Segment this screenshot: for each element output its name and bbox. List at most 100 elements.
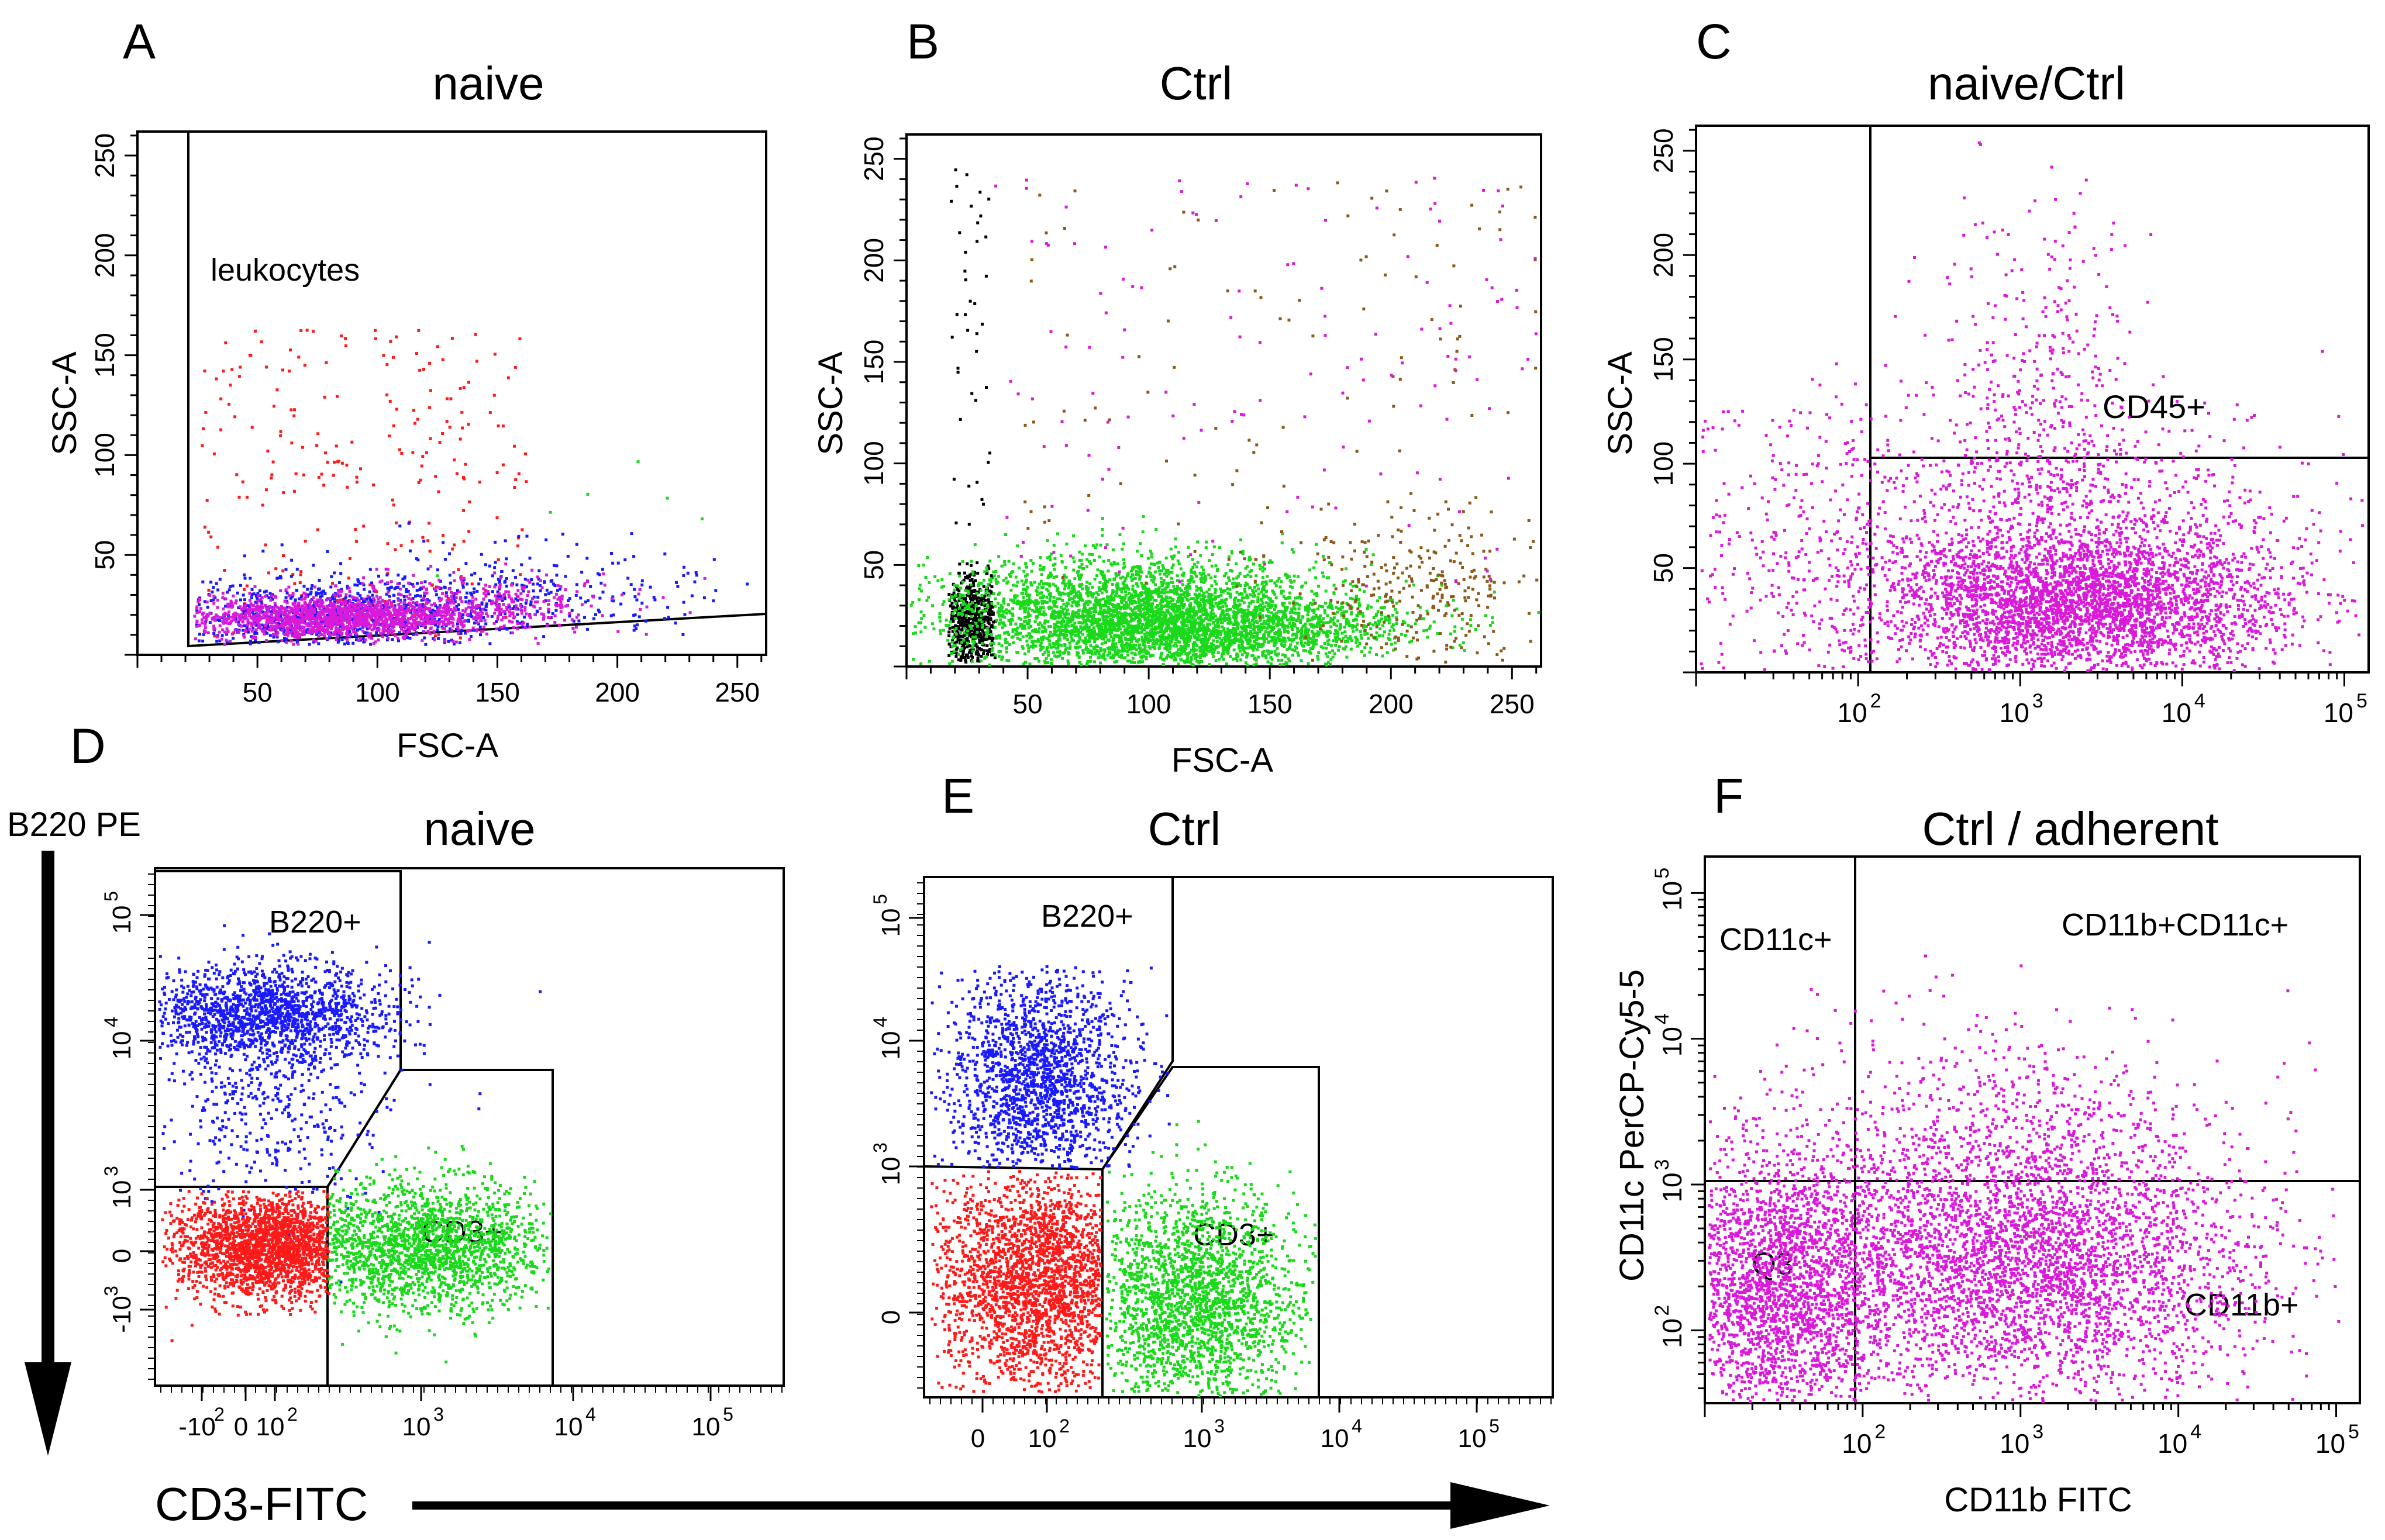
panel-a-point-magenta bbox=[545, 624, 549, 627]
panel-b-point-black bbox=[972, 626, 976, 630]
panel-letter-f: F bbox=[1714, 768, 1743, 823]
panel-a-point-blue bbox=[438, 604, 442, 607]
panel-b-point-black bbox=[947, 643, 951, 646]
panel-a-point-magenta bbox=[381, 599, 384, 602]
panel-a-point-blue bbox=[443, 585, 446, 589]
panel-a-point-blue bbox=[484, 622, 488, 626]
panel-a-point-magenta bbox=[367, 634, 371, 638]
panel-a-point-magenta bbox=[392, 625, 396, 629]
panel-a-point-red bbox=[282, 491, 285, 495]
panel-a-point-magenta bbox=[208, 612, 212, 615]
panel-b-point-black bbox=[981, 616, 984, 619]
panel-a-point-red bbox=[326, 461, 329, 464]
panel-a-point-magenta bbox=[416, 612, 419, 615]
panel-a-point-magenta bbox=[258, 608, 261, 612]
panel-a-point-red bbox=[391, 498, 394, 502]
panel-a-point-red bbox=[426, 539, 430, 543]
panel-a-point-blue bbox=[424, 643, 428, 646]
panel-a-point-magenta bbox=[302, 626, 306, 629]
panel-a-point-blue bbox=[284, 596, 288, 599]
panel-a-point-blue bbox=[298, 616, 302, 619]
panel-a-point-blue bbox=[416, 594, 419, 597]
panel-b-point-green bbox=[1038, 582, 1041, 586]
panel-a-point-red bbox=[279, 430, 282, 433]
panel-a-point-magenta bbox=[459, 622, 463, 626]
panel-a-point-magenta bbox=[415, 617, 418, 620]
panel-b-point-black bbox=[974, 399, 977, 402]
panel-a-point-magenta bbox=[287, 612, 291, 614]
panel-a-point-magenta bbox=[328, 617, 332, 620]
panel-b-point-black bbox=[956, 631, 960, 635]
panel-b-point-green bbox=[970, 560, 973, 563]
panel-a-point-magenta bbox=[205, 615, 208, 619]
panel-a-point-magenta bbox=[526, 594, 529, 598]
panel-b-point-green bbox=[939, 629, 942, 633]
panel-a-point-magenta bbox=[285, 626, 289, 630]
panel-a-point-blue bbox=[267, 596, 271, 599]
panel-a-point-magenta bbox=[556, 598, 560, 601]
panel-b-point-green bbox=[1078, 636, 1081, 639]
panel-a-point-blue bbox=[616, 561, 620, 565]
panel-a-point-blue bbox=[536, 595, 540, 599]
panel-a-point-magenta bbox=[232, 594, 235, 598]
panel-a-point-magenta bbox=[546, 616, 550, 619]
panel-a-point-magenta bbox=[430, 603, 433, 607]
panel-b-point-black bbox=[991, 613, 995, 616]
panel-a-point-blue bbox=[555, 564, 559, 568]
panel-b-point-green bbox=[942, 629, 945, 632]
panel-b-point-black bbox=[970, 654, 973, 658]
panel-b-point-green bbox=[978, 618, 981, 621]
panel-a-point-red bbox=[448, 426, 452, 429]
panel-a-point-blue bbox=[264, 630, 267, 634]
panel-a-point-magenta bbox=[317, 621, 320, 624]
panel-a-point-blue bbox=[374, 633, 378, 637]
panel-a-point-blue bbox=[415, 582, 419, 585]
panel-a-point-magenta bbox=[244, 603, 247, 607]
panel-b-point-green bbox=[1337, 648, 1340, 652]
panel-a-point-magenta bbox=[333, 613, 337, 616]
panel-b-point-green bbox=[1202, 581, 1206, 584]
panel-b-point-green bbox=[1018, 600, 1021, 603]
panel-a-point-magenta bbox=[423, 591, 426, 595]
panel-a-point-red bbox=[374, 337, 377, 340]
panel-b-point-green bbox=[1292, 550, 1295, 554]
panel-b-point-green bbox=[1011, 607, 1015, 610]
panel-a-point-magenta bbox=[516, 627, 519, 631]
panel-b-point-black bbox=[956, 624, 959, 628]
panel-a-y-tick-label: 250 bbox=[89, 133, 120, 178]
panel-a-point-blue bbox=[352, 598, 356, 601]
panel-b-point-black bbox=[971, 607, 975, 611]
panel-a-point-blue bbox=[267, 626, 270, 629]
panel-b-point-green bbox=[1073, 621, 1077, 625]
panel-b-point-black bbox=[958, 619, 961, 623]
panel-b-point-green bbox=[1130, 593, 1133, 596]
panel-a-point-magenta bbox=[529, 616, 532, 620]
panel-a-point-red bbox=[459, 437, 462, 441]
panel-a-point-blue bbox=[312, 564, 315, 567]
panel-b-point-black bbox=[950, 602, 954, 605]
panel-a-point-magenta bbox=[313, 625, 317, 628]
panel-a-point-magenta bbox=[482, 598, 485, 601]
panel-a-point-magenta bbox=[248, 614, 251, 618]
panel-a-point-magenta bbox=[253, 585, 257, 588]
panel-a-point-red bbox=[525, 480, 528, 484]
panel-b-point-green bbox=[1133, 576, 1137, 580]
panel-a-point-blue bbox=[437, 618, 441, 621]
panel-b-point-green bbox=[1018, 607, 1022, 610]
panel-a-point-magenta bbox=[291, 602, 295, 606]
panel-a-point-magenta bbox=[426, 616, 430, 619]
panel-a-point-red bbox=[394, 548, 397, 551]
panel-b-point-black bbox=[964, 597, 967, 600]
panel-a-point-magenta bbox=[444, 594, 448, 598]
panel-b-point-green bbox=[1241, 550, 1245, 553]
panel-b-point-black bbox=[977, 591, 980, 594]
panel-b-point-green bbox=[1092, 558, 1096, 562]
panel-b-point-black bbox=[967, 523, 971, 526]
panel-a-point-magenta bbox=[278, 618, 282, 621]
panel-a-point-magenta bbox=[491, 600, 494, 603]
panel-b-point-green bbox=[1174, 537, 1177, 541]
panel-b-point-green bbox=[1193, 571, 1197, 574]
panel-b-point-black bbox=[984, 617, 988, 621]
panel-a-point-magenta bbox=[348, 590, 351, 593]
panel-a-point-red bbox=[470, 582, 474, 586]
